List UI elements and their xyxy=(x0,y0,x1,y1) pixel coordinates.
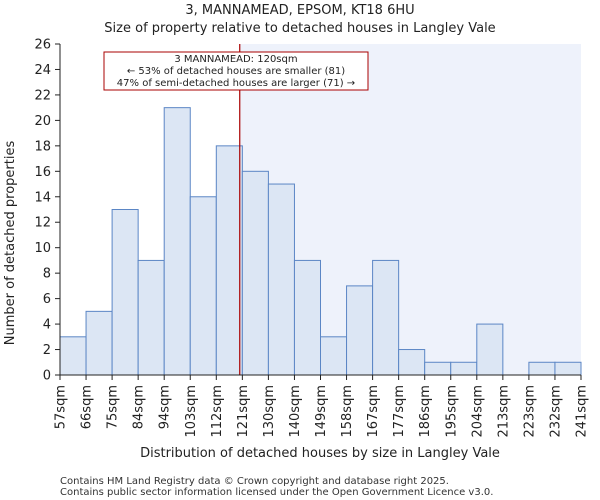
bar-232sqm xyxy=(554,361,582,376)
x-tick-label: 195sqm xyxy=(444,385,459,438)
bar-57sqm xyxy=(59,336,87,376)
bar-186sqm xyxy=(424,361,452,376)
bar-121sqm xyxy=(241,170,269,376)
x-tick-label: 186sqm xyxy=(418,385,433,438)
bar-223sqm xyxy=(528,361,556,376)
bar-103sqm xyxy=(189,196,217,376)
x-tick-label: 232sqm xyxy=(548,385,563,438)
bar-204sqm xyxy=(476,323,504,376)
x-tick-label: 140sqm xyxy=(288,385,303,438)
y-tick-label: 0 xyxy=(43,369,51,384)
x-tick-label: 112sqm xyxy=(210,385,225,438)
bar-195sqm xyxy=(450,361,478,376)
y-tick-label: 24 xyxy=(34,63,51,78)
y-axis-label: Number of detached properties xyxy=(3,141,18,346)
bar-140sqm xyxy=(293,259,322,376)
x-tick-label: 241sqm xyxy=(575,385,590,438)
footer-line-1: Contains HM Land Registry data © Crown c… xyxy=(60,476,449,487)
x-tick-label: 130sqm xyxy=(262,385,277,438)
x-axis-label: Distribution of detached houses by size … xyxy=(140,446,500,461)
bar-94sqm xyxy=(163,107,191,376)
y-tick-label: 14 xyxy=(34,190,51,205)
bar-75sqm xyxy=(111,209,139,376)
x-tick-label: 57sqm xyxy=(54,385,69,429)
x-tick-label: 177sqm xyxy=(392,385,407,438)
bar-149sqm xyxy=(320,336,348,376)
annotation-line-1: 3 MANNAMEAD: 120sqm xyxy=(174,54,297,65)
bar-66sqm xyxy=(85,310,113,376)
x-tick-label: 75sqm xyxy=(106,385,121,429)
footer-line-2: Contains public sector information licen… xyxy=(60,487,493,498)
x-tick-label: 158sqm xyxy=(340,385,355,438)
x-tick-label: 223sqm xyxy=(522,385,537,438)
y-tick-label: 12 xyxy=(34,216,51,231)
annotation-line-3: 47% of semi-detached houses are larger (… xyxy=(117,78,355,89)
y-tick-label: 2 xyxy=(43,343,51,358)
y-tick-label: 26 xyxy=(34,38,51,53)
x-tick-label: 84sqm xyxy=(132,385,147,429)
x-tick-label: 213sqm xyxy=(496,385,511,438)
x-tick-label: 66sqm xyxy=(80,385,95,429)
y-tick-label: 6 xyxy=(43,292,51,307)
x-tick-label: 103sqm xyxy=(184,385,199,438)
bars-group xyxy=(59,107,582,376)
y-tick-label: 20 xyxy=(34,114,51,129)
y-tick-label: 18 xyxy=(34,139,51,154)
bar-112sqm xyxy=(215,145,243,376)
bar-158sqm xyxy=(346,285,374,376)
y-tick-label: 8 xyxy=(43,267,51,282)
bar-84sqm xyxy=(137,259,165,376)
x-tick-label: 121sqm xyxy=(236,385,251,438)
annotation-box xyxy=(103,51,369,91)
x-tick-label: 167sqm xyxy=(366,385,381,438)
chart-title: 3, MANNAMEAD, EPSOM, KT18 6HU xyxy=(185,3,414,18)
x-tick-label: 204sqm xyxy=(470,385,485,438)
y-tick-label: 10 xyxy=(34,241,51,256)
annotation-line-2: ← 53% of detached houses are smaller (81… xyxy=(127,66,345,77)
y-tick-label: 22 xyxy=(34,88,51,103)
x-tick-label: 149sqm xyxy=(314,385,329,438)
bar-177sqm xyxy=(398,349,426,376)
x-ticks-group: 57sqm 66sqm 75sqm 84sqm 94sqm 103sqm 112sqm 121… xyxy=(54,375,590,438)
bar-130sqm xyxy=(267,183,295,376)
y-tick-label: 16 xyxy=(34,165,51,180)
x-tick-label: 94sqm xyxy=(158,385,173,429)
chart-subtitle: Size of property relative to detached ho… xyxy=(104,21,495,36)
bar-167sqm xyxy=(372,259,400,376)
y-tick-label: 4 xyxy=(43,318,51,333)
